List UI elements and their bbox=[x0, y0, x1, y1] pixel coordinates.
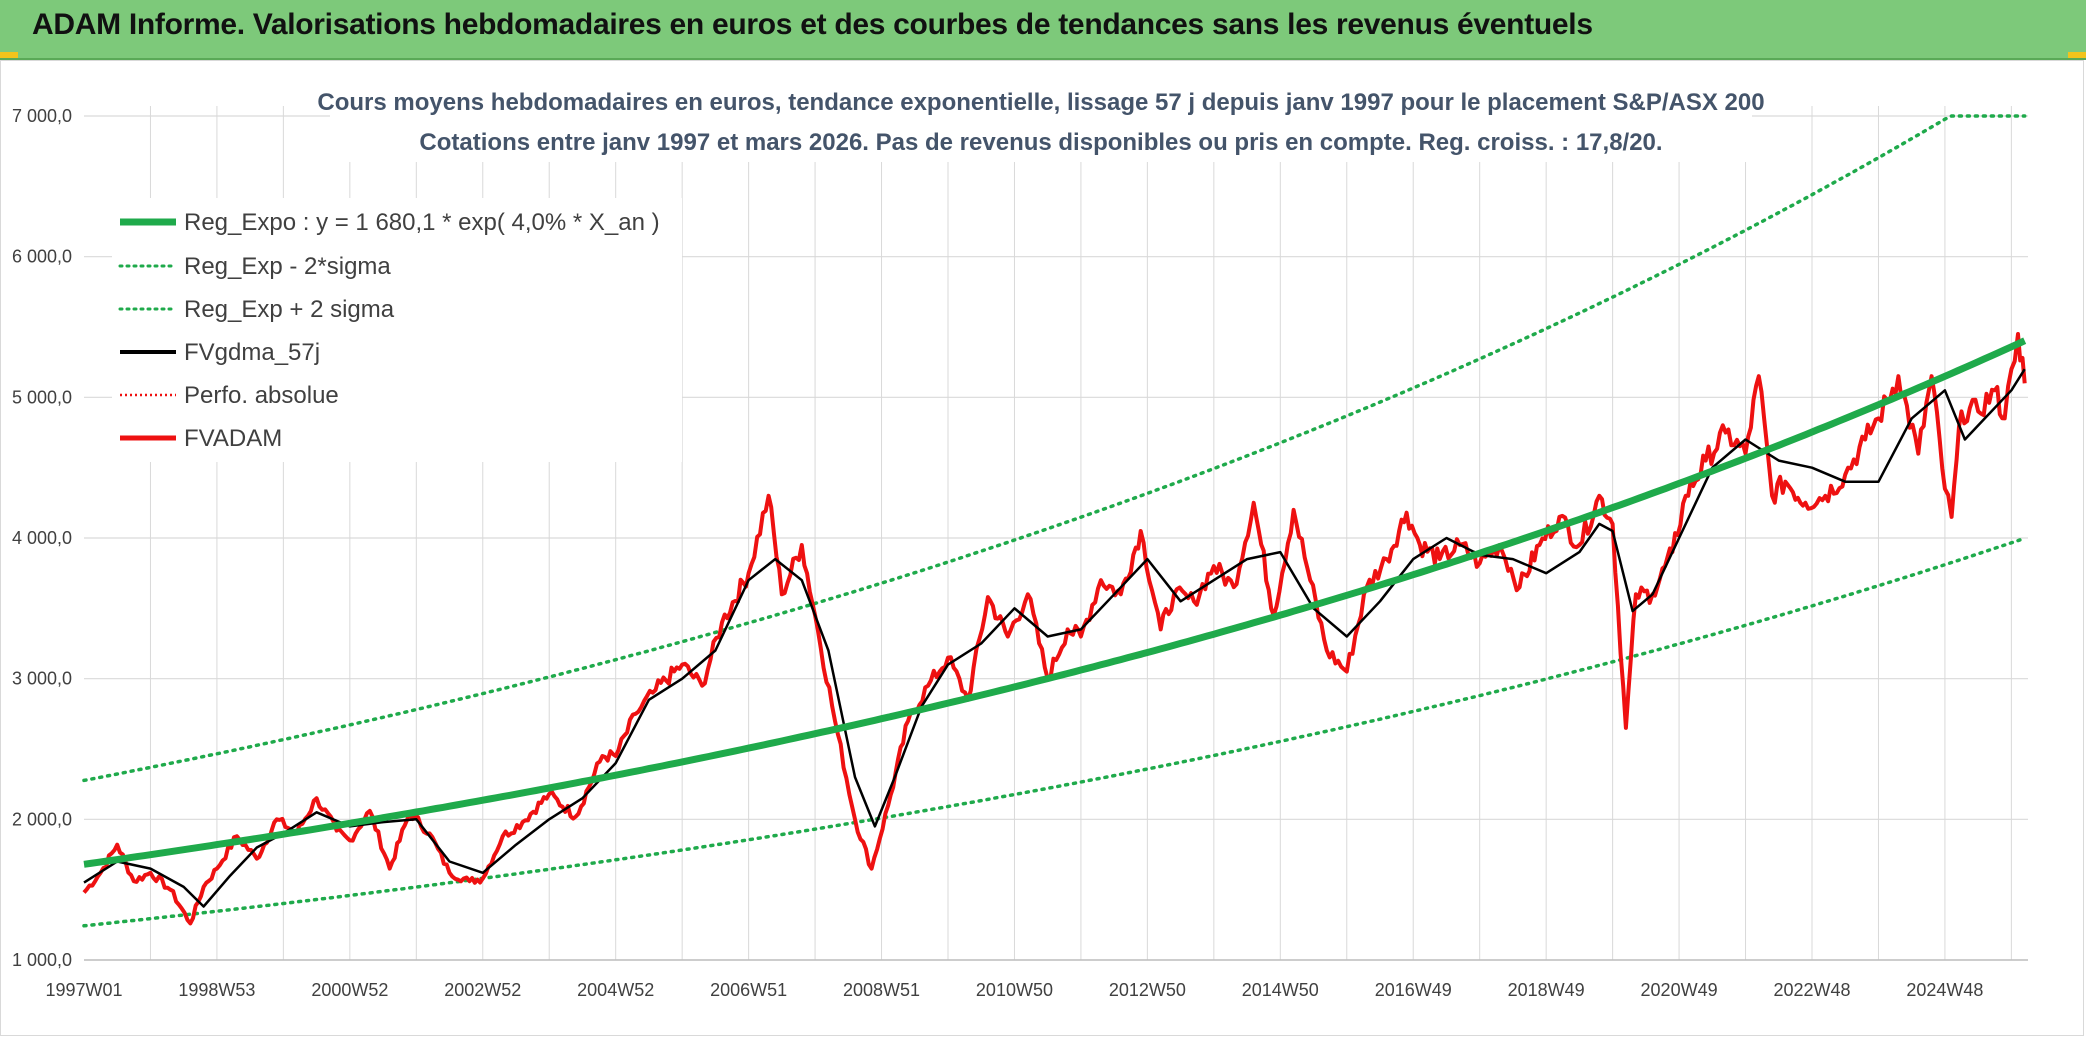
x-tick-label: 2006W51 bbox=[710, 980, 787, 1000]
x-tick-label: 2022W48 bbox=[1773, 980, 1850, 1000]
legend-label-reg-minus: Reg_Exp - 2*sigma bbox=[184, 253, 391, 280]
series-reg-plus-2sigma bbox=[82, 114, 2027, 783]
x-tick-label: 2018W49 bbox=[1508, 980, 1585, 1000]
legend: Reg_Expo : y = 1 680,1 * exp( 4,0% * X_a… bbox=[112, 198, 682, 462]
report-title: ADAM Informe. Valorisations hebdomadaire… bbox=[32, 8, 1593, 41]
series-fvgdma-57j bbox=[83, 368, 2026, 908]
legend-label-reg-plus: Reg_Exp + 2 sigma bbox=[184, 296, 395, 323]
x-tick-label: 2010W50 bbox=[976, 980, 1053, 1000]
y-axis-ticks: 1 000,0 2 000,0 3 000,0 4 000,0 5 000,0 6 000… bbox=[12, 106, 72, 970]
y-tick-label: 4 000,0 bbox=[12, 528, 72, 548]
x-axis-ticks: 1997W01 1998W53 2000W52 2002W52 2004W52 2006W… bbox=[45, 980, 1983, 1000]
x-tick-label: 2002W52 bbox=[444, 980, 521, 1000]
chart-title-group: Cours moyens hebdomadaires en euros, ten… bbox=[317, 80, 1765, 162]
x-tick-label: 2016W49 bbox=[1375, 980, 1452, 1000]
report-banner: ADAM Informe. Valorisations hebdomadaire… bbox=[0, 0, 2086, 60]
x-tick-label: 2008W51 bbox=[843, 980, 920, 1000]
x-tick-label: 2004W52 bbox=[577, 980, 654, 1000]
legend-label-reg-expo: Reg_Expo : y = 1 680,1 * exp( 4,0% * X_a… bbox=[184, 209, 660, 236]
legend-label-fvadam: FVADAM bbox=[184, 425, 282, 452]
chart-series bbox=[82, 114, 2027, 928]
y-tick-label: 6 000,0 bbox=[12, 247, 72, 267]
x-tick-label: 2014W50 bbox=[1242, 980, 1319, 1000]
x-tick-label: 2024W48 bbox=[1906, 980, 1983, 1000]
legend-label-fvgdma: FVgdma_57j bbox=[184, 339, 320, 366]
y-tick-label: 5 000,0 bbox=[12, 387, 72, 407]
x-tick-label: 2020W49 bbox=[1641, 980, 1718, 1000]
y-tick-label: 2 000,0 bbox=[12, 809, 72, 829]
y-tick-label: 7 000,0 bbox=[12, 106, 72, 126]
banner-corner-right bbox=[2068, 52, 2086, 58]
x-tick-label: 1997W01 bbox=[45, 980, 122, 1000]
banner-corner-left bbox=[0, 52, 18, 58]
chart-title-line-1: Cours moyens hebdomadaires en euros, ten… bbox=[317, 89, 1764, 116]
y-tick-label: 1 000,0 bbox=[12, 950, 72, 970]
x-tick-label: 2000W52 bbox=[311, 980, 388, 1000]
chart-title-line-2: Cotations entre janv 1997 et mars 2026. … bbox=[419, 129, 1662, 156]
y-tick-label: 3 000,0 bbox=[12, 669, 72, 689]
series-reg-expo bbox=[83, 337, 2027, 868]
series-reg-minus-2sigma bbox=[82, 536, 2027, 928]
chart-frame bbox=[0, 60, 2084, 1036]
x-tick-label: 2012W50 bbox=[1109, 980, 1186, 1000]
x-tick-label: 1998W53 bbox=[178, 980, 255, 1000]
legend-label-perfo: Perfo. absolue bbox=[184, 382, 339, 409]
